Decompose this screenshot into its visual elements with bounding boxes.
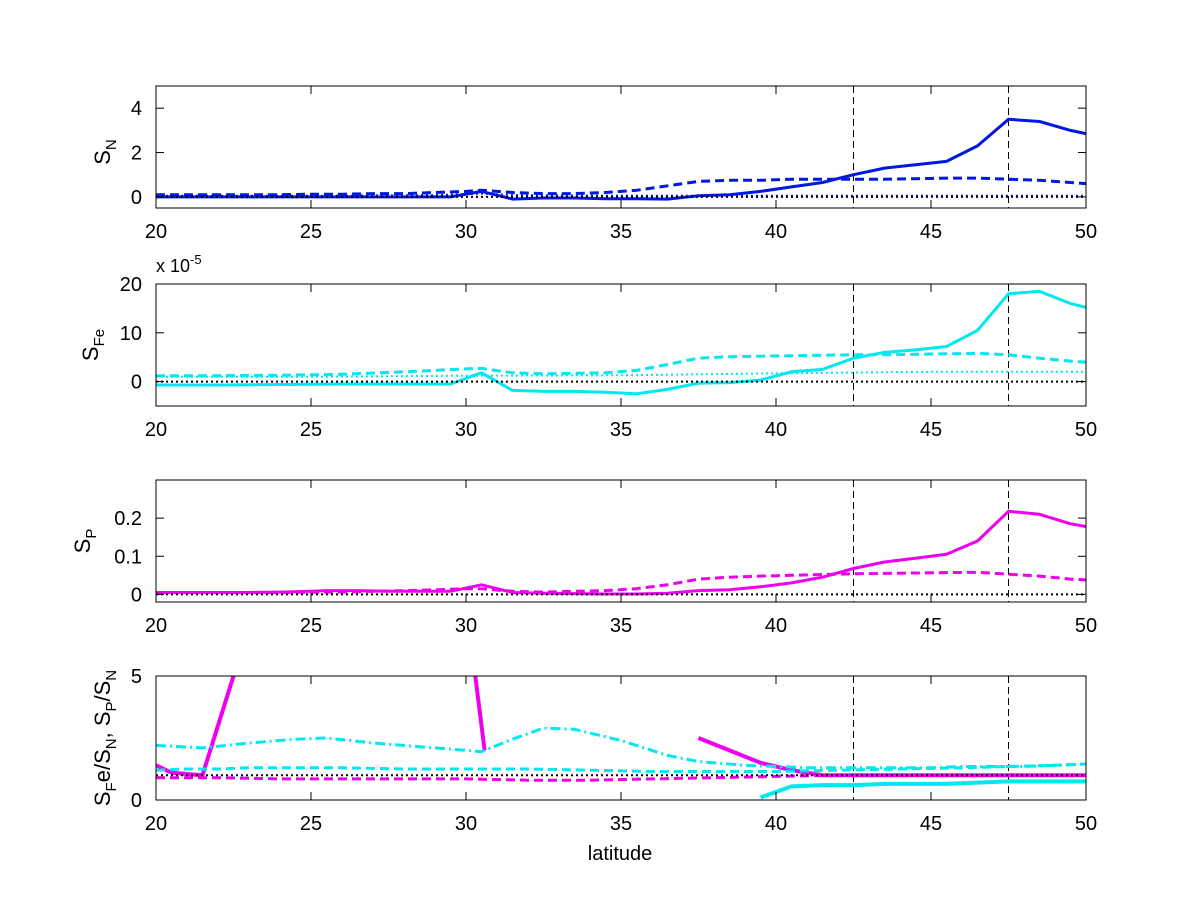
x-tick-label: 50 <box>1075 419 1097 441</box>
x-tick-label: 35 <box>610 615 632 637</box>
x-tick-label: 50 <box>1075 813 1097 835</box>
x-tick-label: 35 <box>610 813 632 835</box>
plot-area-3 <box>156 676 1086 800</box>
x-tick-label: 30 <box>455 615 477 637</box>
axes-frame <box>155 479 1087 603</box>
series-line-1 <box>156 176 1086 197</box>
y-tick-label: 2 <box>131 143 142 165</box>
x-tick-label: 35 <box>610 419 632 441</box>
y-tick-label: 0 <box>131 790 142 812</box>
series-line-4 <box>759 779 1086 800</box>
x-tick-label: 40 <box>765 615 787 637</box>
x-tick-label: 30 <box>455 221 477 243</box>
subplot-sp: SP 20 25 30 35 40 45 50 0 0.1 0.2 <box>70 479 1097 637</box>
x-tick-label: 25 <box>300 419 322 441</box>
x-tick-label: 40 <box>765 419 787 441</box>
x-tick-label: 20 <box>145 615 167 637</box>
x-tick-label: 20 <box>145 813 167 835</box>
x-tick-label: 20 <box>145 221 167 243</box>
series-line-1 <box>473 676 487 751</box>
series-line-6 <box>156 726 1086 770</box>
y-tick-label: 0 <box>131 584 142 606</box>
y-tick-label: 0.2 <box>114 508 142 530</box>
xlabel-latitude: latitude <box>588 843 653 865</box>
x-tick-label: 50 <box>1075 615 1097 637</box>
y-tick-label: 10 <box>120 323 142 345</box>
x-tick-label: 45 <box>920 221 942 243</box>
x-tick-label: 40 <box>765 221 787 243</box>
series-line-5 <box>156 762 1086 773</box>
x-tick-label: 45 <box>920 615 942 637</box>
axes-frame <box>155 85 1087 209</box>
series-line-2 <box>156 370 1086 378</box>
series-line-0 <box>156 509 1086 596</box>
plot-area-1 <box>156 284 1086 406</box>
subplot-sn: SN 20 25 30 35 40 45 50 0 2 4 <box>90 85 1097 243</box>
ylabel-sp: SP <box>70 529 100 554</box>
x-tick-label: 45 <box>920 813 942 835</box>
x-tick-label: 30 <box>455 419 477 441</box>
x-tick-label: 45 <box>920 419 942 441</box>
exponent-label: x 10-5 <box>156 252 202 276</box>
subplot-ratios: SFe/SN, SP/SN latitude 20 25 30 35 40 45 50 0 5 <box>90 666 1097 865</box>
ylabel-sn: SN <box>90 139 120 165</box>
plot-area-2 <box>156 480 1086 602</box>
plot-area-0 <box>156 86 1086 208</box>
x-tick-label: 35 <box>610 221 632 243</box>
series-line-0 <box>156 117 1086 201</box>
x-tick-label: 40 <box>765 813 787 835</box>
series-line-2 <box>156 192 1086 197</box>
y-tick-label: 0.1 <box>114 546 142 568</box>
x-tick-label: 25 <box>300 221 322 243</box>
x-tick-label: 30 <box>455 813 477 835</box>
y-tick-label: 20 <box>120 274 142 296</box>
x-tick-label: 25 <box>300 615 322 637</box>
y-tick-label: 5 <box>131 666 142 688</box>
series-line-1 <box>156 570 1086 594</box>
series-line-0 <box>156 289 1086 396</box>
y-tick-label: 4 <box>131 98 142 120</box>
ylabel-ratios: SFe/SN, SP/SN <box>90 670 120 806</box>
x-tick-label: 20 <box>145 419 167 441</box>
subplot-sfe: x 10-5 SFe 20 25 30 35 40 45 50 0 10 20 <box>78 252 1097 441</box>
ylabel-sfe: SFe <box>78 329 108 361</box>
series-line-0 <box>156 676 236 778</box>
y-tick-label: 0 <box>131 187 142 209</box>
x-tick-label: 50 <box>1075 221 1097 243</box>
x-tick-label: 25 <box>300 813 322 835</box>
y-tick-label: 0 <box>131 372 142 394</box>
